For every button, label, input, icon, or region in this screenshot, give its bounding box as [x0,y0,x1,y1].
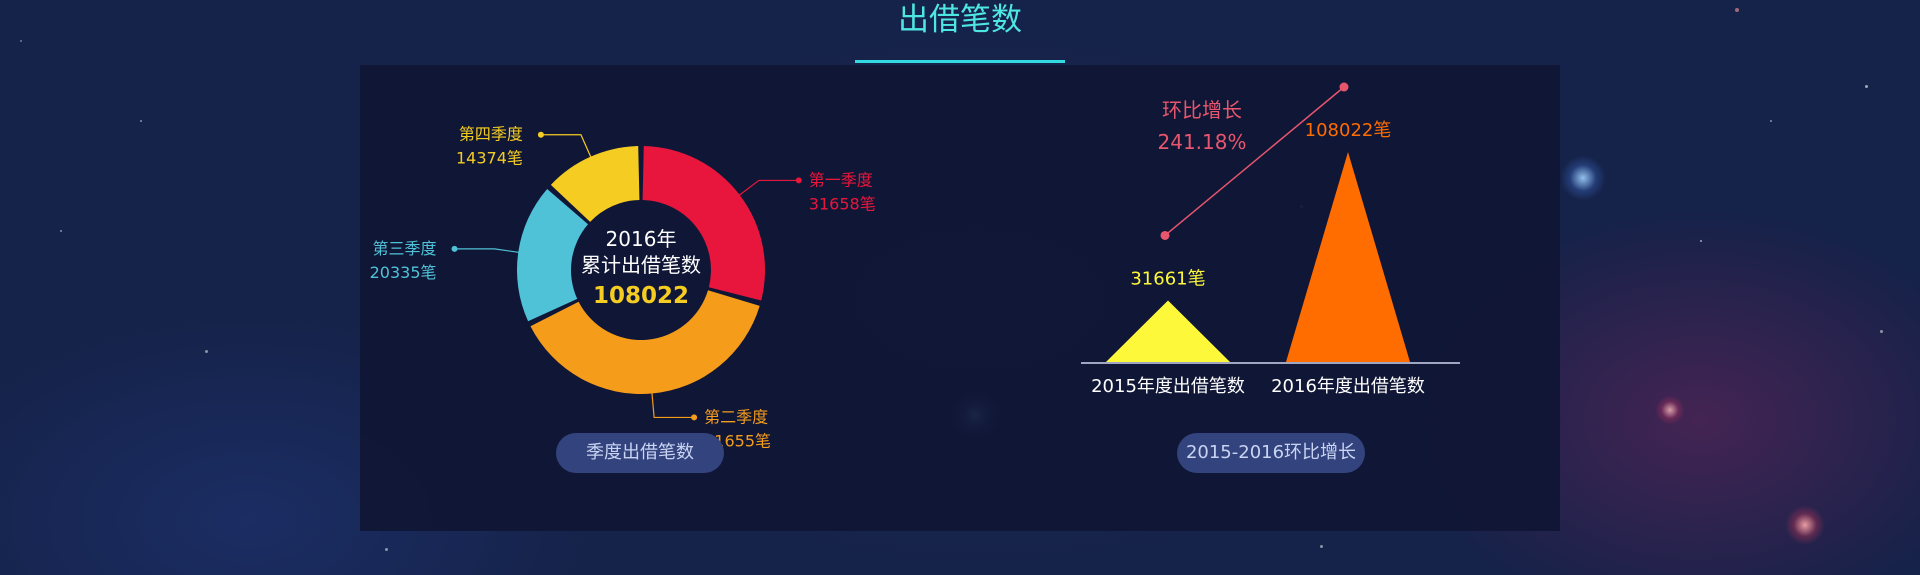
triangle-bar [1106,300,1230,362]
slice-label: 第三季度 [373,239,437,258]
slice-leader-line [738,180,799,196]
slice-value-label: 20335笔 [370,263,437,282]
slice-leader-line [541,135,592,159]
slice-label: 第四季度 [459,125,523,144]
slice-leader-line [652,392,694,418]
growth-point [1340,83,1349,92]
triangle-bar [1286,152,1410,362]
x-tick-label: 2015年度出借笔数 [1091,376,1245,397]
slice-label: 第一季度 [809,170,873,189]
slice-value-label: 14374笔 [456,149,523,168]
bar-value-label: 108022笔 [1305,120,1392,141]
growth-label: 环比增长 [1162,98,1242,122]
growth-caption: 2015-2016环比增长 [1177,433,1365,473]
slice-leader-dot [796,177,802,183]
growth-point [1161,231,1170,240]
slice-leader-line [455,249,521,253]
x-tick-label: 2016年度出借笔数 [1271,376,1425,397]
slice-leader-dot [452,246,458,252]
slice-leader-dot [691,414,697,420]
slice-value-label: 31658笔 [809,194,876,213]
donut-slice [643,146,765,300]
growth-value: 241.18% [1158,130,1247,154]
donut-caption: 季度出借笔数 [556,433,724,473]
bar-value-label: 31661笔 [1130,268,1205,289]
donut-center-label: 累计出借笔数 [581,253,701,277]
donut-center-year: 2016年 [606,227,677,251]
slice-leader-dot [538,132,544,138]
triangle-bar-chart: 31661笔 2015年度出借笔数 108022笔 2016年度出借笔数 [1091,83,1425,398]
donut-center-total: 108022 [593,283,689,309]
slice-label: 第二季度 [704,407,768,426]
